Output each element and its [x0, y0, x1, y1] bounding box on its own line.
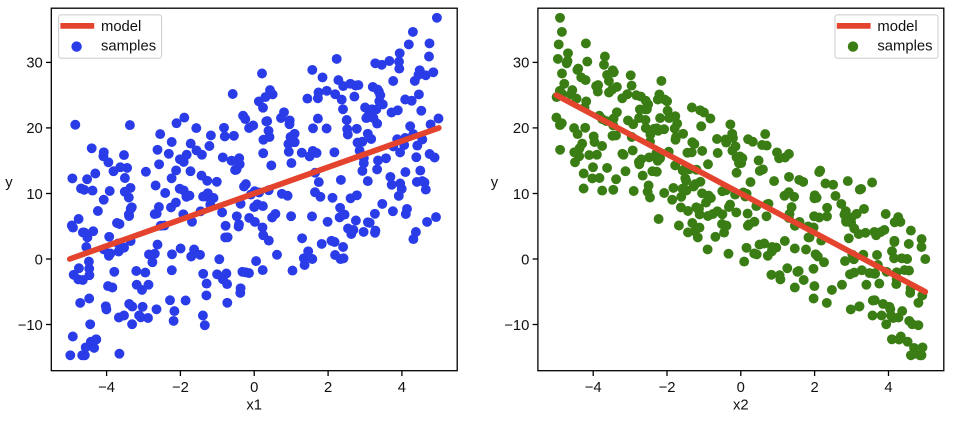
svg-text:−10: −10 [18, 318, 43, 334]
svg-text:20: 20 [26, 121, 42, 137]
svg-text:−4: −4 [98, 380, 115, 396]
svg-text:samples: samples [877, 39, 932, 55]
svg-text:4: 4 [884, 380, 892, 396]
svg-text:−4: −4 [585, 380, 602, 396]
svg-text:x1: x1 [246, 398, 262, 414]
svg-text:30: 30 [513, 56, 529, 72]
svg-text:−10: −10 [504, 318, 529, 334]
svg-text:y: y [5, 175, 13, 191]
svg-text:0: 0 [521, 252, 529, 268]
svg-text:0: 0 [35, 252, 43, 268]
svg-text:samples: samples [101, 39, 156, 55]
svg-text:0: 0 [737, 380, 745, 396]
svg-text:4: 4 [398, 380, 406, 396]
svg-text:x2: x2 [733, 398, 749, 414]
svg-text:20: 20 [513, 121, 529, 137]
svg-text:−2: −2 [172, 380, 189, 396]
svg-text:model: model [877, 19, 917, 35]
svg-text:2: 2 [324, 380, 332, 396]
svg-text:y: y [491, 175, 499, 191]
svg-text:model: model [101, 19, 141, 35]
svg-text:10: 10 [513, 187, 529, 203]
svg-text:2: 2 [810, 380, 818, 396]
svg-text:0: 0 [250, 380, 258, 396]
svg-text:−2: −2 [659, 380, 676, 396]
svg-text:30: 30 [26, 56, 42, 72]
svg-text:10: 10 [26, 187, 42, 203]
